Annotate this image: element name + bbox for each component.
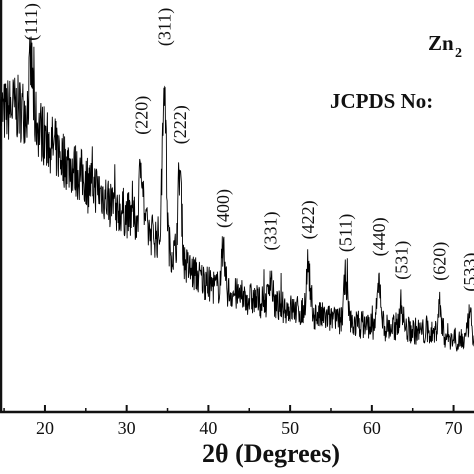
- x-tick-label: 30: [118, 418, 136, 438]
- peak-labels: (111) (220) (311) (222) (400) (331) (422) (511)…: [21, 3, 474, 291]
- x-tick-label: 20: [36, 418, 54, 438]
- peak-label: (422): [298, 200, 319, 239]
- sample-annotation-subscript: 2: [455, 46, 462, 61]
- xrd-pattern: [0, 36, 474, 352]
- peak-label: (511): [336, 214, 357, 252]
- peak-label: (111): [21, 3, 42, 41]
- peak-label: (620): [430, 242, 451, 281]
- peak-label: (220): [131, 96, 152, 135]
- plot-frame: [0, 0, 474, 414]
- x-tick-label: 40: [199, 418, 217, 438]
- sample-annotation: Zn: [428, 31, 454, 55]
- x-axis-ticks: 20 30 40 50 60 70: [3, 405, 463, 438]
- peak-label: (531): [391, 241, 412, 280]
- jcpds-annotation: JCPDS No:: [330, 89, 433, 113]
- peak-label: (311): [154, 8, 175, 46]
- peak-label: (400): [213, 189, 234, 228]
- peak-label: (440): [369, 217, 390, 256]
- peak-label: (533): [460, 253, 474, 292]
- peak-label: (222): [170, 105, 191, 144]
- peak-label: (331): [261, 212, 282, 251]
- x-tick-label: 50: [281, 418, 299, 438]
- x-tick-label: 60: [363, 418, 381, 438]
- xrd-trace: [0, 36, 474, 352]
- x-tick-label: 70: [445, 418, 463, 438]
- x-axis-title: 2θ (Degrees): [202, 439, 340, 468]
